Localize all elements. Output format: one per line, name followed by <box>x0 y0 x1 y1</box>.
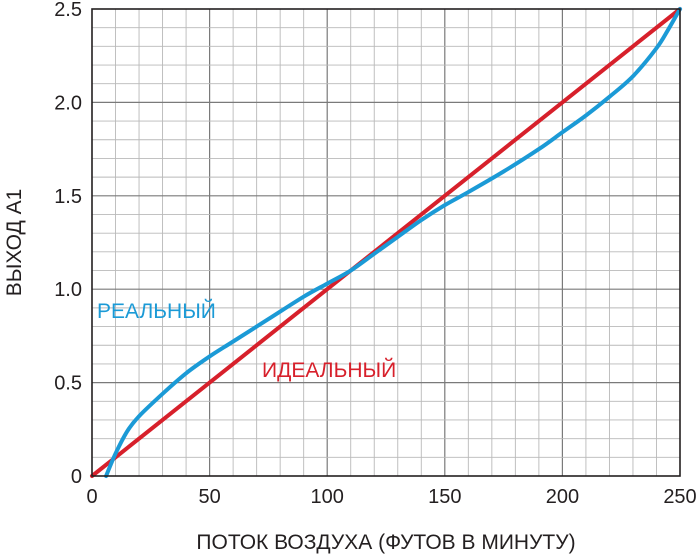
x-axis-label: ПОТОК ВОЗДУХА (ФУТОВ В МИНУТУ) <box>196 531 575 554</box>
y-tick-label: 2.5 <box>54 0 82 21</box>
plot-frame <box>91 8 681 477</box>
y-tick-label: 2.0 <box>54 92 82 114</box>
y-tick-label: 1.0 <box>54 279 82 301</box>
series-label-real: РЕАЛЬНЫЙ <box>97 299 216 323</box>
tick-labels: 0 50 100 150 200 250 0 0.5 1.0 1.5 2.0 2.5 <box>54 0 697 508</box>
x-tick-label: 250 <box>663 486 696 508</box>
y-tick-label: 0 <box>71 466 82 488</box>
x-tick-label: 200 <box>546 486 579 508</box>
x-tick-label: 0 <box>86 486 97 508</box>
x-tick-label: 150 <box>428 486 461 508</box>
y-axis-label: ВЫХОД А1 <box>3 189 26 297</box>
series-label-ideal: ИДЕАЛЬНЫЙ <box>262 358 396 382</box>
series-line-real <box>104 7 682 478</box>
series-lines <box>90 7 682 478</box>
x-tick-label: 100 <box>311 486 344 508</box>
y-tick-label: 0.5 <box>54 373 82 395</box>
x-tick-label: 50 <box>198 486 220 508</box>
series-line-ideal <box>90 7 682 478</box>
y-tick-label: 1.5 <box>54 186 82 208</box>
grid <box>92 9 680 476</box>
